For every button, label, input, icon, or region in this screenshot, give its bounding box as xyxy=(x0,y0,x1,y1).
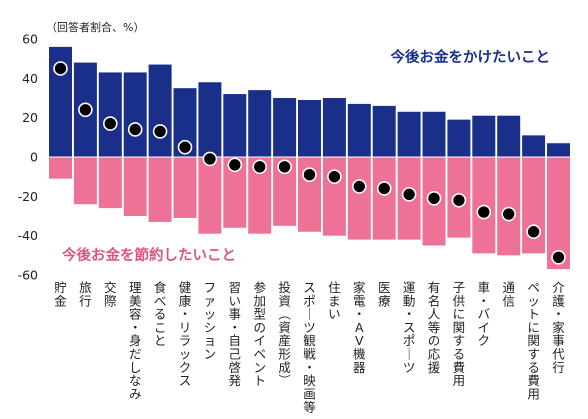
bar-spend xyxy=(273,98,297,157)
category-label: 医療 xyxy=(378,280,391,308)
category-label: 理美容・身だしなみ xyxy=(129,280,142,401)
bar-spend xyxy=(422,111,446,157)
net-dot xyxy=(551,249,566,265)
category-label: 旅行 xyxy=(79,280,92,308)
category-label: 車・バイク xyxy=(478,280,491,348)
y-tick-label: 60 xyxy=(22,32,38,47)
y-tick-label: -20 xyxy=(18,189,38,204)
net-dot xyxy=(277,159,292,175)
bar-spend xyxy=(223,94,247,157)
legend-spend: 今後お金をかけたいこと xyxy=(390,48,551,66)
category-labels: 貯金旅行交際理美容・身だしなみ食べること健康・リラックスファッション習い事・自己… xyxy=(54,280,565,415)
net-dot xyxy=(103,116,118,131)
bar-spend xyxy=(372,105,396,157)
bar-save xyxy=(372,157,396,240)
bar-spend xyxy=(148,64,172,157)
net-dot xyxy=(227,157,243,173)
bar-spend xyxy=(522,135,546,157)
bar-spend xyxy=(497,115,521,157)
net-dot xyxy=(252,159,268,175)
category-label: 有名人等の応援 xyxy=(428,280,441,375)
bar-save xyxy=(347,157,371,240)
category-label: スポ｜ツ観戦・映画等 xyxy=(303,280,316,415)
net-dot xyxy=(202,151,218,167)
bar-save xyxy=(123,157,147,216)
bar-save xyxy=(322,157,346,236)
bar-spend xyxy=(322,98,346,157)
bar-spend xyxy=(123,72,147,157)
bar-save xyxy=(173,157,197,218)
bar-spend xyxy=(547,143,570,157)
net-dot xyxy=(501,206,517,222)
net-dot xyxy=(127,122,143,137)
bar-save xyxy=(73,157,97,205)
category-label: ファッション xyxy=(204,280,217,362)
y-tick-label: -60 xyxy=(18,268,38,283)
bar-spend xyxy=(397,111,421,157)
bar-spend xyxy=(173,88,197,157)
bar-save xyxy=(198,157,222,234)
category-label: 通信 xyxy=(502,280,515,308)
net-dot xyxy=(53,61,68,76)
bar-spend xyxy=(98,72,122,157)
bar-spend xyxy=(472,115,496,157)
bar-save xyxy=(49,157,72,179)
category-label: ペットに関する費用 xyxy=(527,280,540,401)
category-label: 習い事・自己啓発 xyxy=(229,280,242,388)
net-dot xyxy=(302,167,317,182)
bar-save xyxy=(273,157,297,226)
bar-save xyxy=(98,157,122,209)
y-tick-label: 40 xyxy=(22,71,38,86)
bar-save xyxy=(497,157,521,256)
net-dot xyxy=(526,224,541,240)
y-tick-label: -40 xyxy=(18,228,38,243)
y-tick-label: 20 xyxy=(22,110,38,125)
category-label: 交際 xyxy=(104,280,117,308)
category-label: 投資︵資産形成︶ xyxy=(278,280,291,388)
bar-spend xyxy=(49,46,72,157)
bar-save xyxy=(547,157,570,270)
bar-spend xyxy=(447,119,471,157)
net-dot xyxy=(351,179,367,194)
legend-save: 今後お金を節約したいこと xyxy=(61,246,236,264)
net-dot xyxy=(476,204,492,220)
category-label: 健康・リラックス xyxy=(179,280,192,388)
bar-save xyxy=(148,157,172,222)
bar-save xyxy=(248,157,272,234)
bar-save xyxy=(223,157,247,228)
net-markers xyxy=(53,61,566,265)
category-label: 参加型のイベント xyxy=(253,280,266,388)
category-label: 住まい xyxy=(328,280,341,322)
net-dot xyxy=(426,191,442,206)
net-dot xyxy=(177,139,193,155)
net-dot xyxy=(401,187,417,202)
bar-spend xyxy=(347,103,371,157)
net-dot xyxy=(78,102,93,118)
net-dot xyxy=(376,181,392,196)
unit-label: （回答者割合、%） xyxy=(46,20,144,34)
category-label: 子供に関する費用 xyxy=(453,280,466,388)
y-axis: -60 -40 -20 0 20 40 60 xyxy=(18,32,38,283)
y-tick-label: 0 xyxy=(30,150,38,165)
category-label: 食べること xyxy=(154,280,167,348)
net-dot xyxy=(451,192,467,208)
category-label: 家電・ A V 機器 xyxy=(353,280,366,375)
bars xyxy=(49,46,572,270)
net-dot xyxy=(327,169,342,184)
bar-spend xyxy=(248,90,272,157)
bar-spend xyxy=(198,82,222,157)
bar-spend xyxy=(298,99,321,157)
category-label: 貯金 xyxy=(54,280,67,308)
category-label: 運動・スポ｜ツ xyxy=(403,280,416,375)
category-label: 介護・家事代行 xyxy=(552,280,565,375)
net-dot xyxy=(152,124,168,139)
